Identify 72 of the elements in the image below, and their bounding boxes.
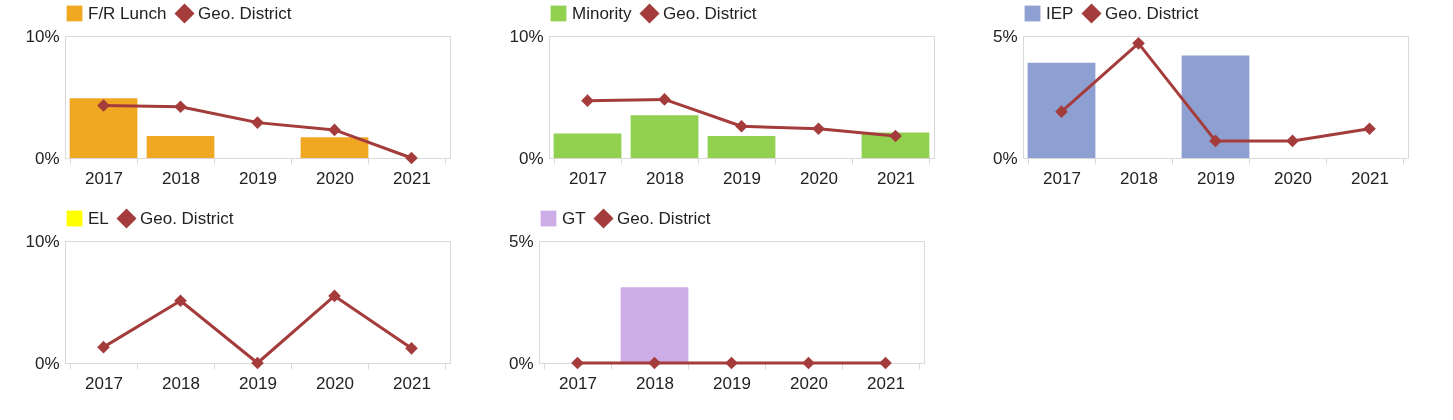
legend-label: Geo. District (1105, 3, 1199, 23)
x-tick-label: 2017 (569, 168, 607, 188)
x-tick-label: 2020 (790, 373, 828, 393)
x-tick-label: 2021 (393, 168, 431, 188)
y-tick-label: 0% (34, 148, 60, 168)
legend-label: Minority (572, 3, 633, 23)
point (1363, 122, 1376, 136)
y-tick-label: 0% (992, 148, 1018, 168)
point (97, 99, 110, 112)
legend-label: EL (88, 208, 109, 228)
x-tick-label: 2018 (636, 373, 674, 393)
x-tick-label: 2019 (1197, 168, 1235, 188)
x-tick-label: 2020 (1274, 168, 1312, 188)
legend-label: Geo. District (198, 3, 292, 23)
x-tick-label: 2017 (559, 373, 597, 393)
x-tick-label: 2018 (162, 373, 200, 393)
y-tick-label: 0% (34, 353, 60, 373)
point (251, 356, 264, 370)
bar (707, 136, 776, 158)
point (251, 116, 264, 129)
x-tick-label: 2020 (316, 373, 354, 393)
legend-label: GT (562, 208, 586, 228)
point (889, 129, 902, 143)
x-tick-label: 2017 (85, 168, 123, 188)
point (812, 122, 825, 136)
point (328, 123, 341, 137)
x-tick-label: 2021 (877, 168, 915, 188)
x-tick-label: 2019 (713, 373, 751, 393)
point (1055, 105, 1068, 118)
point (174, 100, 187, 114)
x-tick-label: 2020 (800, 168, 838, 188)
bar (300, 137, 369, 158)
y-tick-label: 10% (25, 231, 60, 251)
point (581, 94, 594, 107)
point (735, 119, 748, 133)
legend-label: F/R Lunch (88, 3, 167, 23)
bar (861, 132, 930, 158)
bar (146, 136, 215, 158)
point (658, 93, 671, 106)
bar (630, 115, 699, 158)
y-tick-label: 10% (509, 26, 544, 46)
x-tick-label: 2020 (316, 168, 354, 188)
point (1132, 37, 1145, 50)
bar (69, 98, 138, 158)
x-tick-label: 2018 (646, 168, 684, 188)
x-tick-label: 2019 (723, 168, 761, 188)
point (328, 289, 341, 303)
x-tick-label: 2021 (393, 373, 431, 393)
y-tick-label: 0% (508, 353, 534, 373)
x-tick-label: 2021 (867, 373, 905, 393)
point (1286, 134, 1299, 148)
x-tick-label: 2019 (239, 373, 277, 393)
point (405, 151, 418, 165)
legend-label: Geo. District (663, 3, 757, 23)
y-tick-label: 10% (25, 26, 60, 46)
x-tick-label: 2018 (1120, 168, 1158, 188)
bar (553, 133, 622, 158)
y-tick-label: 5% (508, 231, 534, 251)
x-tick-label: 2018 (162, 168, 200, 188)
point (97, 340, 110, 354)
legend-label: Geo. District (617, 208, 711, 228)
point (405, 342, 418, 355)
point (1209, 134, 1222, 148)
x-tick-label: 2019 (239, 168, 277, 188)
y-tick-label: 5% (992, 26, 1018, 46)
legend-label: IEP (1046, 3, 1074, 23)
point (174, 294, 187, 308)
x-tick-label: 2017 (1043, 168, 1081, 188)
x-tick-label: 2021 (1351, 168, 1389, 188)
legend-label: Geo. District (140, 208, 234, 228)
y-tick-label: 0% (518, 148, 544, 168)
x-tick-label: 2017 (85, 373, 123, 393)
